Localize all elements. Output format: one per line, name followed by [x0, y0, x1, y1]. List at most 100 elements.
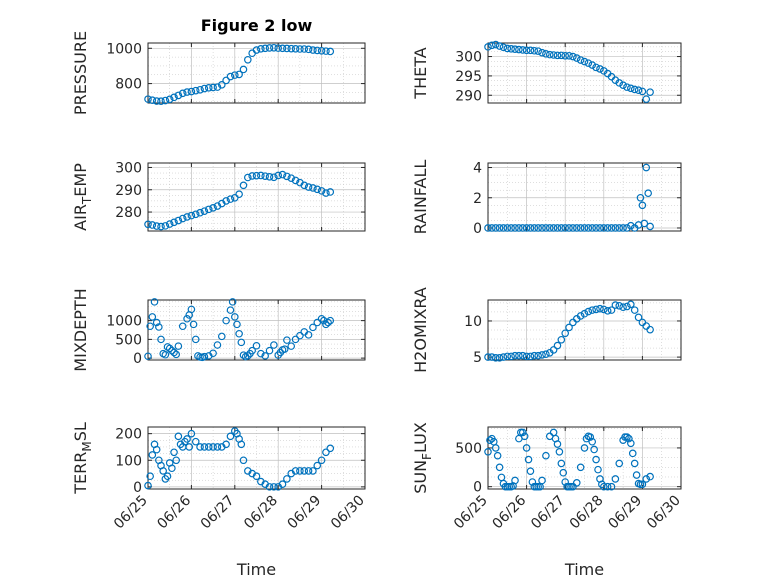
y-tick-label: 5 — [473, 350, 482, 366]
data-point — [261, 44, 269, 53]
data-point — [244, 173, 252, 182]
data-point — [636, 193, 645, 202]
subplot-3: 280 290 300 AIRTEMP — [71, 160, 366, 232]
data-point — [599, 224, 608, 232]
data-point — [530, 46, 539, 55]
data-point — [265, 346, 274, 355]
data-point — [518, 351, 527, 360]
data-point — [522, 444, 531, 452]
data-point — [538, 476, 546, 485]
data-point — [545, 224, 554, 232]
data-point — [239, 181, 248, 190]
data-point — [191, 335, 200, 344]
data-point — [588, 224, 597, 232]
data-point — [248, 172, 256, 180]
data-point — [557, 459, 566, 468]
data-point — [309, 184, 317, 192]
data-point — [557, 224, 566, 232]
data-point — [231, 71, 239, 79]
series-markers — [144, 427, 335, 491]
data-point — [209, 443, 217, 451]
data-point — [561, 478, 570, 486]
data-point — [161, 96, 170, 105]
data-point — [495, 42, 504, 50]
data-point — [627, 439, 635, 448]
data-point — [146, 322, 154, 331]
data-point — [503, 44, 512, 53]
data-point — [235, 329, 243, 338]
data-point — [638, 87, 647, 96]
data-point — [545, 50, 554, 59]
data-point — [623, 302, 631, 311]
data-point — [634, 313, 643, 322]
data-point — [534, 351, 542, 360]
data-point — [222, 440, 230, 449]
data-point — [586, 433, 595, 441]
data-point — [582, 434, 591, 443]
series-markers — [144, 298, 335, 362]
data-point — [235, 70, 243, 79]
data-point — [204, 84, 213, 92]
y-tick-label: 300 — [115, 160, 142, 176]
y-tick-label: 290 — [115, 183, 142, 199]
data-point — [580, 57, 589, 66]
data-point — [495, 354, 504, 362]
data-point — [569, 318, 577, 327]
data-point — [322, 448, 330, 457]
data-point — [278, 170, 287, 179]
data-point — [270, 483, 278, 491]
y-tick-label: 1000 — [106, 314, 142, 330]
data-point — [497, 473, 506, 482]
data-point — [265, 173, 274, 181]
data-point — [588, 61, 597, 69]
data-point — [580, 444, 589, 452]
data-point — [187, 305, 196, 314]
data-point — [174, 342, 183, 350]
y-tick-label: 300 — [455, 50, 482, 66]
data-point — [607, 224, 616, 232]
data-point — [632, 471, 641, 479]
data-point — [580, 224, 589, 232]
data-point — [296, 45, 304, 53]
data-point — [296, 331, 304, 340]
data-point — [511, 224, 519, 232]
data-point — [596, 304, 604, 313]
data-point — [187, 87, 196, 96]
data-point — [634, 86, 643, 95]
data-point — [170, 448, 178, 457]
data-point — [488, 41, 496, 50]
data-point — [522, 46, 531, 55]
data-point — [511, 351, 519, 360]
y-tick-label: 10 — [464, 314, 482, 330]
data-point — [144, 220, 152, 229]
x-tick-label: 06/26 — [490, 492, 530, 532]
data-point — [642, 163, 651, 172]
data-point — [557, 51, 566, 60]
data-point — [607, 482, 616, 491]
data-point — [257, 349, 265, 358]
data-point — [499, 43, 508, 52]
data-point — [191, 210, 200, 219]
data-point — [226, 195, 235, 203]
data-point — [576, 463, 585, 472]
data-point — [584, 59, 593, 67]
data-point — [291, 176, 300, 185]
data-point — [178, 322, 187, 331]
data-point — [488, 224, 496, 232]
x-tick-label: 06/29 — [285, 493, 325, 533]
data-point — [304, 331, 313, 339]
data-point — [495, 224, 504, 232]
data-point — [304, 45, 313, 54]
grid — [487, 163, 682, 231]
data-point — [530, 351, 539, 360]
y-axis-label: H2OMIXRA — [411, 287, 430, 373]
grid — [147, 300, 366, 360]
data-point — [642, 475, 651, 483]
data-point — [163, 472, 172, 481]
data-point — [252, 472, 261, 481]
data-point — [309, 46, 317, 54]
data-point — [191, 86, 200, 95]
data-point — [565, 323, 573, 332]
data-point — [491, 40, 500, 49]
